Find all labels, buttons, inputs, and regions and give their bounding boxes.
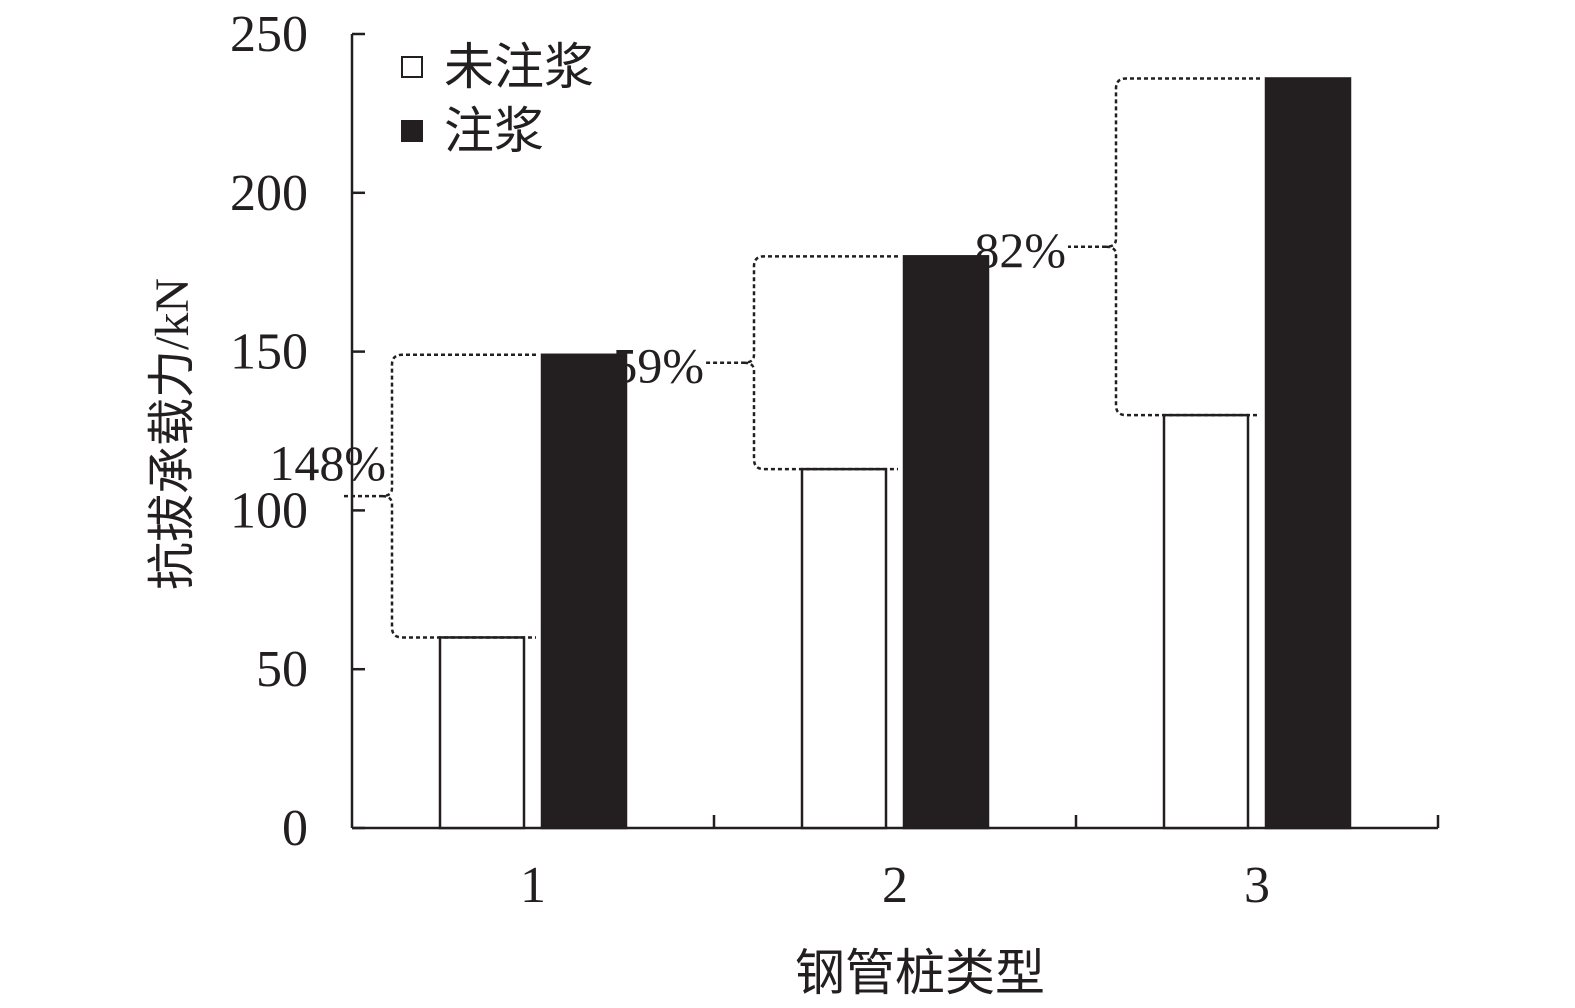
y-tick-label: 50 bbox=[256, 641, 308, 698]
legend-swatch-ungrouted bbox=[401, 56, 423, 78]
bar-grouted-1 bbox=[540, 353, 628, 830]
bar-ungrouted-1 bbox=[438, 636, 526, 830]
legend: 未注浆 注浆 bbox=[401, 39, 594, 159]
increase-bracket-1 bbox=[344, 353, 536, 639]
annotations: 148% 59% 82% bbox=[269, 77, 1260, 639]
y-tick-label: 100 bbox=[230, 482, 308, 539]
x-ticks: 1 2 3 bbox=[520, 815, 1440, 914]
bars bbox=[438, 77, 1352, 830]
increase-bracket-2 bbox=[706, 255, 898, 471]
x-tick-label: 3 bbox=[1244, 857, 1270, 914]
bar-ungrouted-2 bbox=[800, 467, 888, 830]
y-tick-label: 250 bbox=[230, 6, 308, 63]
increase-bracket-3 bbox=[1068, 77, 1260, 417]
legend-label-grouted: 注浆 bbox=[444, 103, 544, 159]
y-tick-label: 150 bbox=[230, 324, 308, 381]
y-tick-label: 200 bbox=[230, 165, 308, 222]
bar-grouted-2 bbox=[902, 255, 990, 830]
x-axis-title: 钢管桩类型 bbox=[795, 945, 1045, 1001]
axes bbox=[350, 34, 1438, 830]
legend-label-ungrouted: 未注浆 bbox=[444, 39, 594, 95]
legend-swatch-grouted bbox=[401, 120, 423, 142]
y-axis-title: 抗拔承载力/kN bbox=[146, 278, 199, 590]
bar-grouted-3 bbox=[1264, 77, 1352, 830]
x-tick-label: 1 bbox=[520, 857, 546, 914]
increase-label-3: 82% bbox=[974, 222, 1066, 278]
increase-label-2: 59% bbox=[612, 338, 704, 394]
y-tick-label: 0 bbox=[282, 800, 308, 857]
increase-label-1: 148% bbox=[269, 435, 386, 491]
x-tick-label: 2 bbox=[882, 857, 908, 914]
bar-ungrouted-3 bbox=[1162, 413, 1250, 830]
y-ticks: 0 50 100 150 200 250 bbox=[230, 6, 365, 857]
